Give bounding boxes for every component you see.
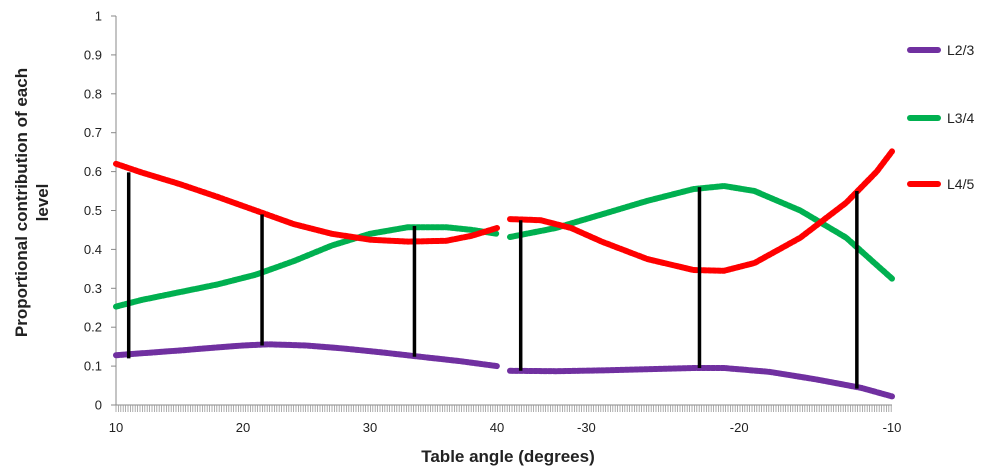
x-tick-label: -30 (577, 420, 596, 435)
y-tick-label: 0.3 (84, 281, 102, 296)
axes-layer: 0 0.1 0.2 0.3 0.4 0.5 0.6 0.7 0.8 0.9 1 10 20 30 40 -30… (84, 9, 901, 436)
x-axis-title: Table angle (degrees) (421, 447, 595, 466)
x-tick-label: 30 (363, 420, 377, 435)
x-tick-label: -20 (730, 420, 749, 435)
legend: L2/3 L3/4 L4/5 (907, 42, 974, 192)
x-tick-label: 40 (490, 420, 504, 435)
y-tick-label: 1 (95, 9, 102, 24)
legend-label: L2/3 (947, 42, 974, 58)
y-tick-label: 0.6 (84, 164, 102, 179)
legend-label: L4/5 (947, 176, 974, 192)
x-tick-label: -10 (883, 420, 902, 435)
x-tick-label: 20 (236, 420, 250, 435)
y-tick-label: 0.8 (84, 86, 102, 101)
legend-label: L3/4 (947, 110, 974, 126)
y-tick-label: 0.2 (84, 320, 102, 335)
series-line-L4-5-part2 (507, 148, 895, 274)
series-line-L4-5-part1 (113, 160, 500, 245)
series-layer (113, 148, 895, 400)
y-tick-label: 0.1 (84, 359, 102, 374)
series-line-L3-4-part1 (113, 224, 500, 310)
x-tick-label: 10 (109, 420, 123, 435)
series-line-L2-3-part2 (507, 365, 895, 400)
connector-layer (126, 172, 859, 389)
y-tick-label: 0.9 (84, 47, 102, 62)
series-line-L2-3-part1 (113, 341, 500, 370)
y-axis-title: Proportional contribution of each level (12, 68, 52, 337)
y-tick-label: 0.4 (84, 242, 102, 257)
y-tick-label: 0 (95, 398, 102, 413)
y-tick-label: 0.5 (84, 203, 102, 218)
y-tick-label: 0.7 (84, 125, 102, 140)
